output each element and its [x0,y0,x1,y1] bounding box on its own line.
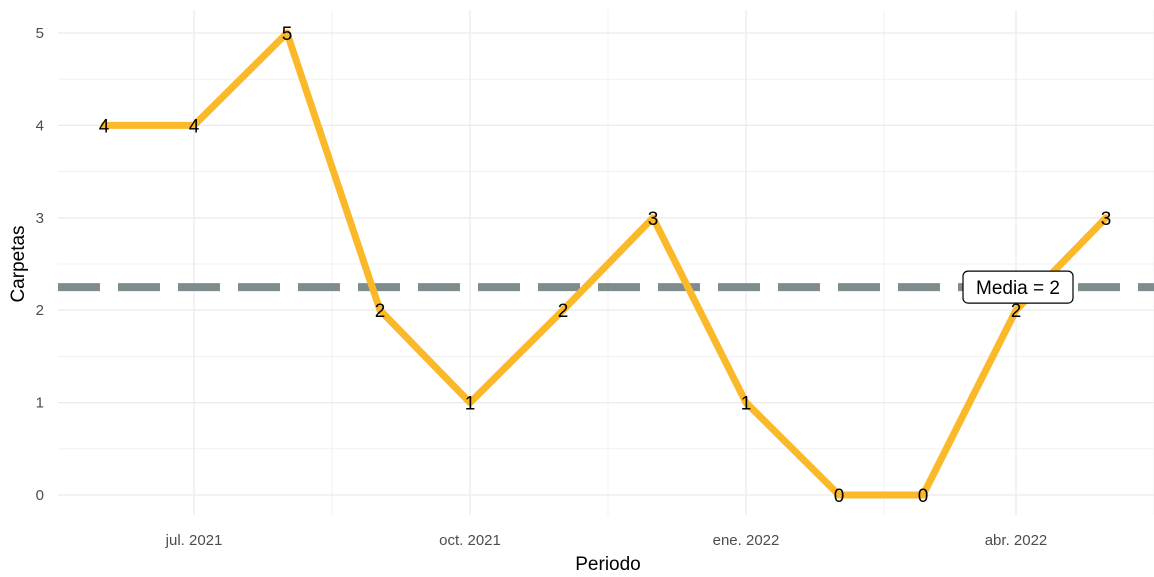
data-label: 0 [918,486,929,507]
data-label: 5 [282,24,293,45]
series-line [100,29,1110,499]
x-axis-ticks: jul. 2021 oct. 2021 ene. 2022 abr. 2022 [165,532,1048,549]
data-label: 2 [558,301,569,322]
y-axis-title: Carpetas [8,225,29,302]
y-tick-label: 5 [36,25,44,42]
y-tick-label: 4 [36,117,44,134]
y-tick-label: 3 [36,210,44,227]
x-tick-label: jul. 2021 [165,532,223,549]
data-label: 3 [1101,209,1112,230]
y-tick-label: 2 [36,302,44,319]
y-tick-label: 0 [36,487,44,504]
mean-annotation: Media = 2 [962,270,1074,304]
y-tick-label: 1 [36,395,44,412]
data-label: 0 [834,486,845,507]
x-tick-label: ene. 2022 [713,532,780,549]
data-label: 3 [648,209,659,230]
data-label: 4 [189,116,200,137]
x-tick-label: oct. 2021 [439,532,501,549]
y-axis-ticks: 0 1 2 3 4 5 [36,25,44,504]
grid [58,10,1154,515]
data-label: 1 [465,394,476,415]
data-label: 2 [375,301,386,322]
data-label: 1 [741,394,752,415]
x-tick-label: abr. 2022 [985,532,1048,549]
data-labels: 4 4 5 2 1 2 3 1 0 0 2 3 [99,24,1112,507]
mean-annotation-label: Media = 2 [976,278,1060,299]
data-label: 4 [99,116,110,137]
mean-annotation-box [962,270,1074,304]
x-axis-title: Periodo [575,554,641,575]
data-label: 2 [1011,301,1022,322]
